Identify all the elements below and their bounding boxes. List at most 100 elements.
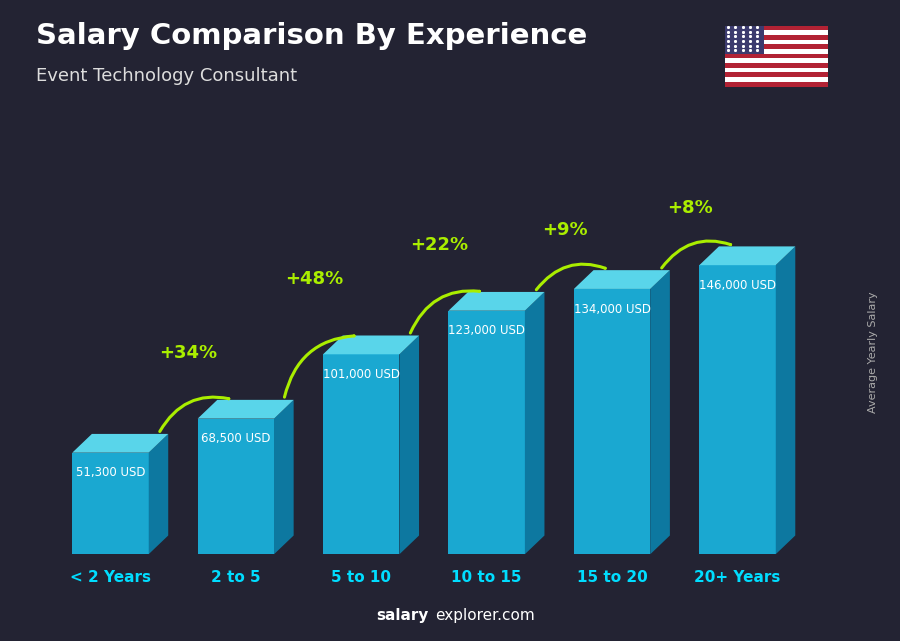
Bar (0, 38, 900, 45)
Bar (0, 224, 900, 231)
Bar (0, 545, 900, 551)
Bar (0, 32, 900, 38)
Bar (0, 462, 900, 468)
Bar (0, 231, 900, 237)
Text: salary: salary (376, 608, 428, 623)
Bar (0, 19, 900, 26)
Bar (724, 35, 828, 40)
Bar (0, 6, 900, 13)
Polygon shape (699, 265, 776, 554)
Bar (0, 481, 900, 487)
Bar (0, 609, 900, 615)
Bar (724, 40, 828, 44)
Bar (0, 308, 900, 314)
Bar (0, 256, 900, 263)
Polygon shape (72, 434, 168, 453)
Polygon shape (198, 419, 274, 554)
Polygon shape (323, 335, 419, 354)
Bar (0, 141, 900, 147)
Bar (0, 212, 900, 218)
Bar (724, 44, 828, 49)
Bar (0, 538, 900, 545)
Bar (0, 474, 900, 481)
Polygon shape (274, 400, 293, 554)
Bar (724, 72, 828, 77)
FancyArrowPatch shape (536, 264, 605, 290)
Bar (0, 205, 900, 212)
Bar (0, 45, 900, 51)
Bar (0, 320, 900, 327)
Bar (724, 58, 828, 63)
Bar (0, 423, 900, 429)
Bar (0, 526, 900, 532)
Polygon shape (574, 289, 650, 554)
Bar (0, 436, 900, 442)
Text: 20+ Years: 20+ Years (694, 570, 780, 585)
Bar (0, 103, 900, 109)
Bar (0, 468, 900, 474)
Bar (0, 327, 900, 333)
FancyArrowPatch shape (662, 241, 731, 268)
Bar (0, 590, 900, 596)
Bar (724, 68, 828, 72)
Text: 2 to 5: 2 to 5 (211, 570, 261, 585)
Text: 146,000 USD: 146,000 USD (699, 279, 776, 292)
Bar (0, 494, 900, 500)
Bar (0, 564, 900, 570)
Bar (0, 372, 900, 378)
Text: +22%: +22% (410, 237, 468, 254)
Text: +8%: +8% (667, 199, 713, 217)
FancyArrowPatch shape (160, 397, 229, 431)
Text: Salary Comparison By Experience: Salary Comparison By Experience (36, 22, 587, 51)
Bar (0, 154, 900, 160)
Polygon shape (574, 270, 670, 289)
Bar (724, 82, 828, 87)
Polygon shape (699, 246, 796, 265)
Bar (0, 442, 900, 449)
Bar (0, 455, 900, 462)
Bar (0, 282, 900, 288)
Bar (0, 51, 900, 58)
Bar (0, 147, 900, 154)
Polygon shape (525, 292, 544, 554)
Text: 123,000 USD: 123,000 USD (448, 324, 526, 337)
Bar (0, 365, 900, 372)
Text: 68,500 USD: 68,500 USD (201, 432, 271, 445)
Bar (0, 58, 900, 64)
Bar (0, 237, 900, 244)
Bar (0, 346, 900, 353)
Bar (0, 167, 900, 173)
Polygon shape (148, 434, 168, 554)
Bar (0, 269, 900, 276)
Bar (0, 519, 900, 526)
Bar (0, 96, 900, 103)
Polygon shape (448, 292, 544, 311)
Bar (0, 513, 900, 519)
FancyArrowPatch shape (284, 336, 354, 397)
Bar (0, 186, 900, 192)
Text: < 2 Years: < 2 Years (70, 570, 151, 585)
Text: 51,300 USD: 51,300 USD (76, 466, 145, 479)
Bar (0, 385, 900, 391)
Bar (724, 30, 828, 35)
Bar (0, 378, 900, 385)
Text: explorer.com: explorer.com (436, 608, 536, 623)
Bar (724, 26, 764, 54)
Polygon shape (650, 270, 670, 554)
Bar (724, 49, 828, 54)
Polygon shape (198, 400, 293, 419)
Text: +9%: +9% (542, 221, 588, 240)
Bar (0, 115, 900, 122)
Bar (0, 500, 900, 506)
Bar (724, 77, 828, 82)
Bar (0, 192, 900, 199)
Bar (0, 397, 900, 404)
Bar (0, 26, 900, 32)
Bar (0, 250, 900, 256)
Bar (0, 487, 900, 494)
Bar (0, 276, 900, 282)
Bar (0, 71, 900, 77)
Polygon shape (448, 311, 525, 554)
Polygon shape (72, 453, 148, 554)
Text: Average Yearly Salary: Average Yearly Salary (868, 292, 878, 413)
